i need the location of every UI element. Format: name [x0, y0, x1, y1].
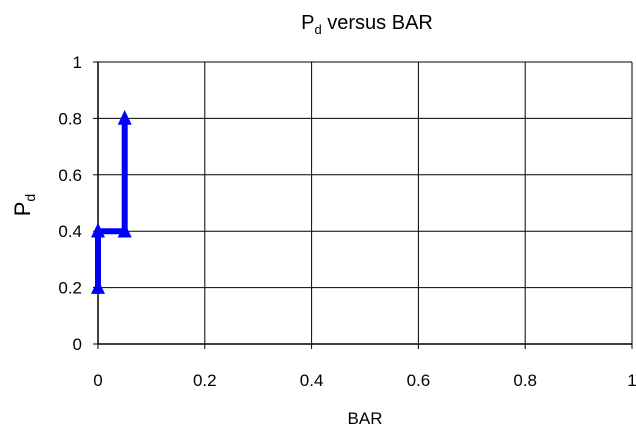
y-axis-label-main: P — [10, 202, 35, 217]
y-tick-labels: 0 0.2 0.4 0.6 0.8 1 — [58, 53, 82, 354]
y-tick-label: 0 — [73, 335, 82, 354]
series-layer — [91, 110, 132, 294]
x-tick-label: 0.8 — [513, 371, 537, 390]
series-line — [95, 118, 128, 288]
y-tick-label: 0.6 — [58, 166, 82, 185]
x-axis-label: BAR — [348, 409, 383, 428]
y-tick-label: 0.2 — [58, 279, 82, 298]
x-tick-label: 0 — [93, 371, 102, 390]
y-axis-label-subscript: d — [22, 194, 38, 202]
y-tick-label: 0.4 — [58, 222, 82, 241]
y-tick-label: 1 — [73, 53, 82, 72]
x-tick-label: 0.2 — [193, 371, 217, 390]
plot-area — [93, 61, 633, 349]
data-point-marker — [117, 222, 132, 238]
y-tick-label: 0.8 — [58, 109, 82, 128]
chart-title-rest: versus BAR — [322, 12, 433, 34]
data-point-marker — [117, 110, 132, 125]
chart-title-main: P — [301, 12, 314, 34]
chart-title: Pd versus BAR — [301, 12, 433, 37]
y-axis-label: Pd — [10, 194, 38, 216]
data-point-marker — [91, 222, 105, 238]
x-tick-label: 1 — [627, 371, 636, 390]
data-point-marker — [91, 279, 105, 294]
x-tick-label: 0.4 — [300, 371, 324, 390]
x-tick-labels: 0 0.2 0.4 0.6 0.8 1 — [93, 371, 636, 390]
x-tick-label: 0.6 — [407, 371, 431, 390]
chart-title-subscript: d — [314, 22, 321, 37]
